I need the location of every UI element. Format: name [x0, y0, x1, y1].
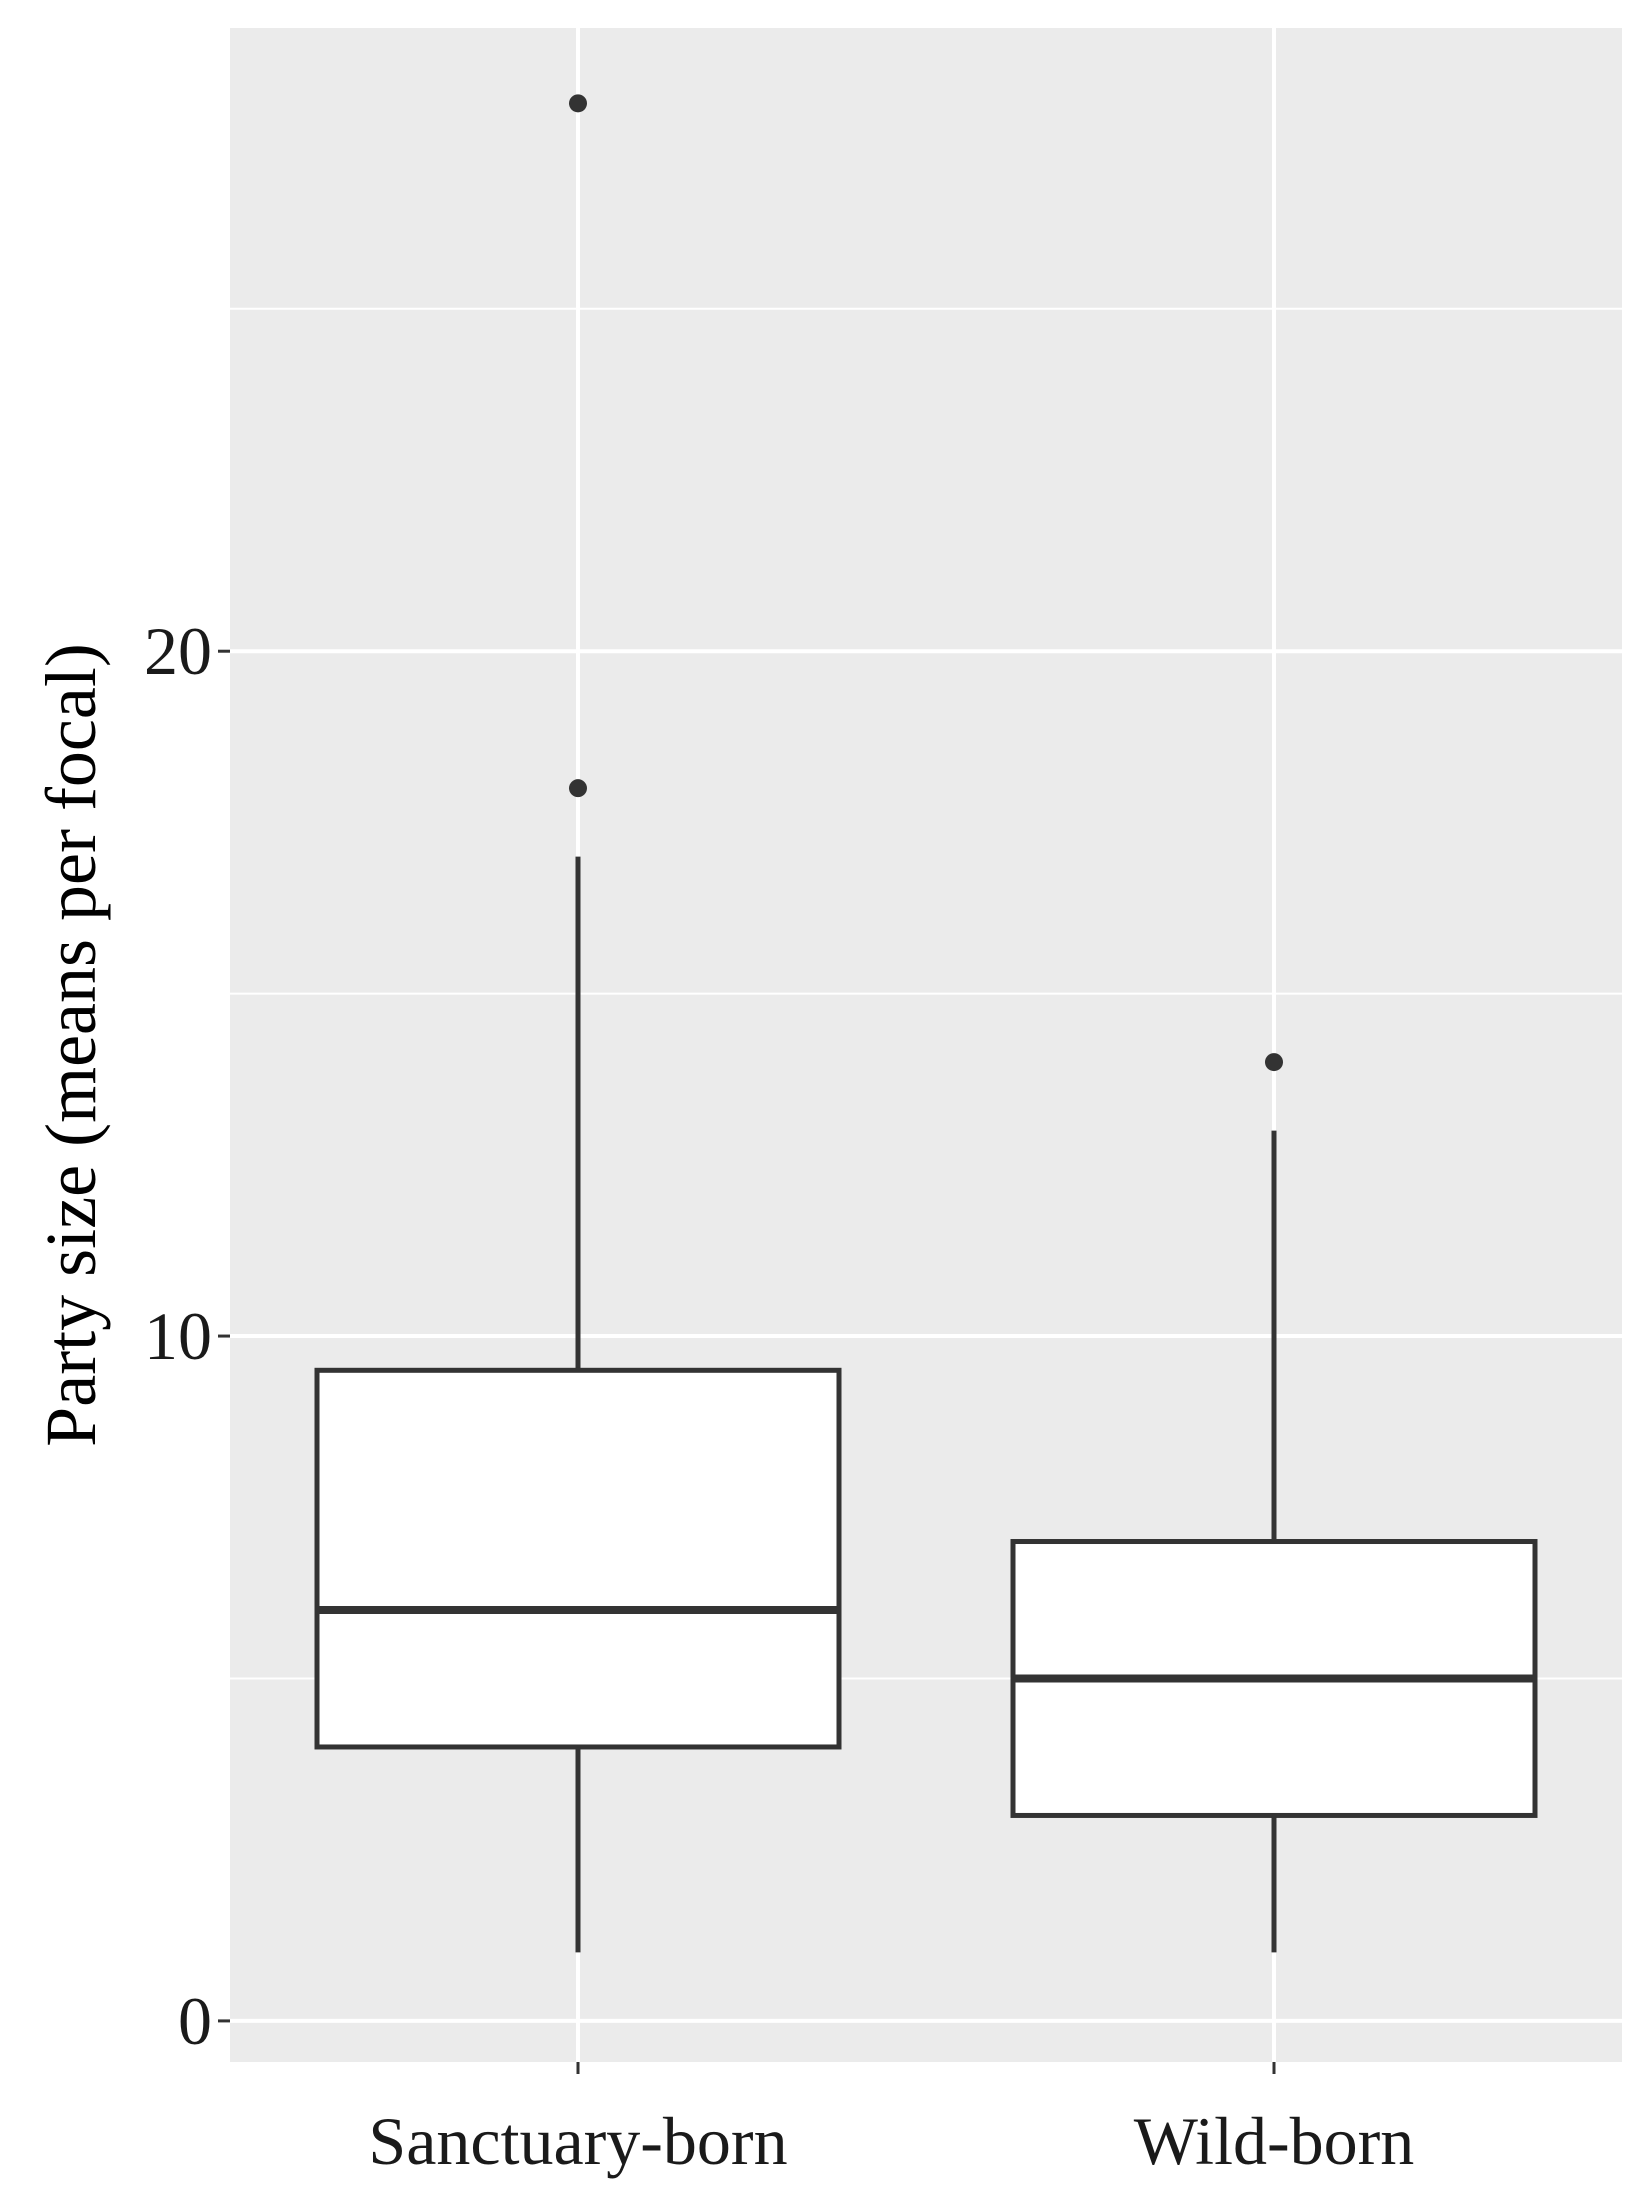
y-axis-ticks: 0 10 20 — [144, 613, 230, 2059]
y-axis-title: Party size (means per focal) — [31, 643, 111, 1447]
outlier-point — [1265, 1053, 1283, 1072]
boxplot-boxes — [314, 94, 1538, 1953]
x-axis-ticks: Sanctuary-born Wild-born — [368, 2062, 1414, 2179]
y-tick-label: 10 — [144, 1298, 212, 1374]
box-iqr — [314, 1367, 842, 1750]
y-tick-label: 0 — [178, 1983, 212, 2059]
outlier-point — [569, 94, 587, 113]
x-tick-label: Sanctuary-born — [368, 2103, 787, 2179]
y-tick-label: 20 — [144, 613, 212, 689]
x-tick-label: Wild-born — [1134, 2103, 1415, 2179]
outlier-point — [569, 779, 587, 798]
box-group — [1010, 1053, 1538, 1953]
box-group — [314, 94, 842, 1953]
